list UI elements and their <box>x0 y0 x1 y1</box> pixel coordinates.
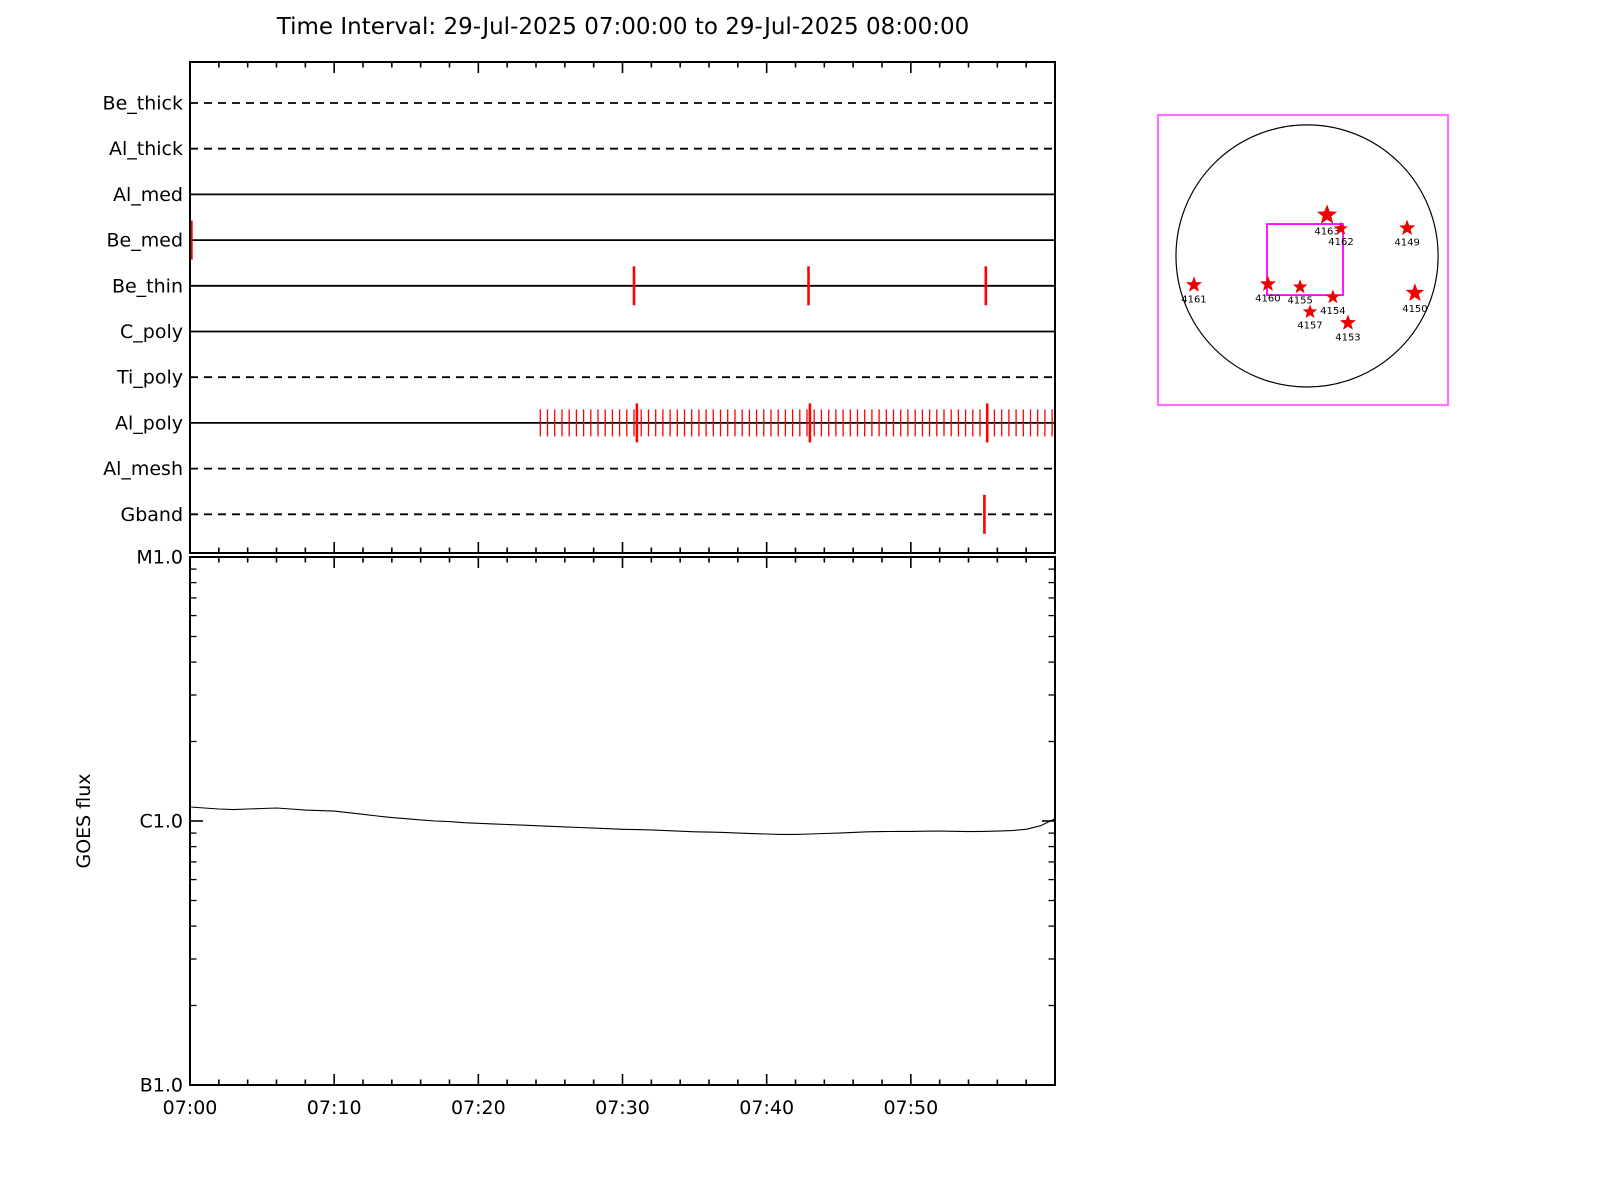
filter-label-al_poly: Al_poly <box>115 412 183 434</box>
filter-label-al_thick: Al_thick <box>109 138 183 160</box>
filter-label-c_poly: C_poly <box>120 321 183 343</box>
active-region-label-4163: 4163 <box>1314 227 1339 238</box>
xrt-fov-rect <box>1266 223 1344 296</box>
filter-label-al_mesh: Al_mesh <box>103 458 183 480</box>
goes-x-tick-label: 07:00 <box>163 1097 218 1119</box>
active-region-star-4150 <box>1405 283 1425 301</box>
exposure-comb-al_poly <box>539 409 1053 437</box>
active-region-label-4162: 4162 <box>1328 237 1353 248</box>
filter-label-be_thin: Be_thin <box>112 275 183 297</box>
active-region-label-4161: 4161 <box>1181 294 1206 305</box>
goes-panel: 07:00 07:10 07:20 07:30 07:40 07:50 M1.0 C1.0 B1… <box>73 547 1056 1119</box>
active-region-star-4161 <box>1185 276 1202 292</box>
solar-limb <box>1175 124 1439 388</box>
timeline-panel: Be_thick Al_thick Al_med Be_med Be_thin C_pol… <box>103 61 1056 554</box>
goes-x-tick-label: 07:10 <box>307 1097 362 1119</box>
goes-x-tick-label: 07:20 <box>451 1097 506 1119</box>
active-region-label-4154: 4154 <box>1320 306 1345 317</box>
active-region-star-4155 <box>1292 279 1308 294</box>
active-region-star-4149 <box>1399 219 1416 235</box>
goes-x-tick-label: 07:50 <box>883 1097 938 1119</box>
active-region-label-4160: 4160 <box>1255 294 1280 305</box>
active-region-label-4150: 4150 <box>1402 304 1427 315</box>
active-region-label-4157: 4157 <box>1297 321 1322 332</box>
goes-y-tick-label: C1.0 <box>140 811 183 833</box>
filter-label-be_med: Be_med <box>107 230 183 252</box>
goes-y-axis-label: GOES flux <box>73 773 95 868</box>
active-region-star-4157 <box>1302 304 1318 319</box>
timeline-frame <box>189 61 1056 554</box>
goes-curve <box>189 806 1056 835</box>
active-region-label-4155: 4155 <box>1287 296 1312 307</box>
filter-label-be_thick: Be_thick <box>103 93 183 115</box>
goes-frame <box>189 556 1056 1086</box>
active-region-star-4163 <box>1317 204 1338 224</box>
chart-title: Time Interval: 29-Jul-2025 07:00:00 to 2… <box>276 14 970 40</box>
goes-y-tick-label: B1.0 <box>140 1075 183 1097</box>
active-region-label-4153: 4153 <box>1335 332 1360 343</box>
active-region-star-4153 <box>1339 314 1356 330</box>
filter-label-ti_poly: Ti_poly <box>116 367 183 389</box>
active-region-star-4160 <box>1259 275 1276 291</box>
filter-label-gband: Gband <box>120 504 183 526</box>
active-region-star-4162 <box>1334 221 1348 235</box>
goes-x-tick-label: 07:40 <box>739 1097 794 1119</box>
active-region-star-4154 <box>1325 289 1341 304</box>
goes-x-tick-label: 07:30 <box>595 1097 650 1119</box>
inset-frame <box>1156 113 1450 407</box>
active-region-label-4149: 4149 <box>1394 238 1419 249</box>
goes-y-tick-label: M1.0 <box>136 547 183 569</box>
filter-label-al_med: Al_med <box>113 184 183 206</box>
